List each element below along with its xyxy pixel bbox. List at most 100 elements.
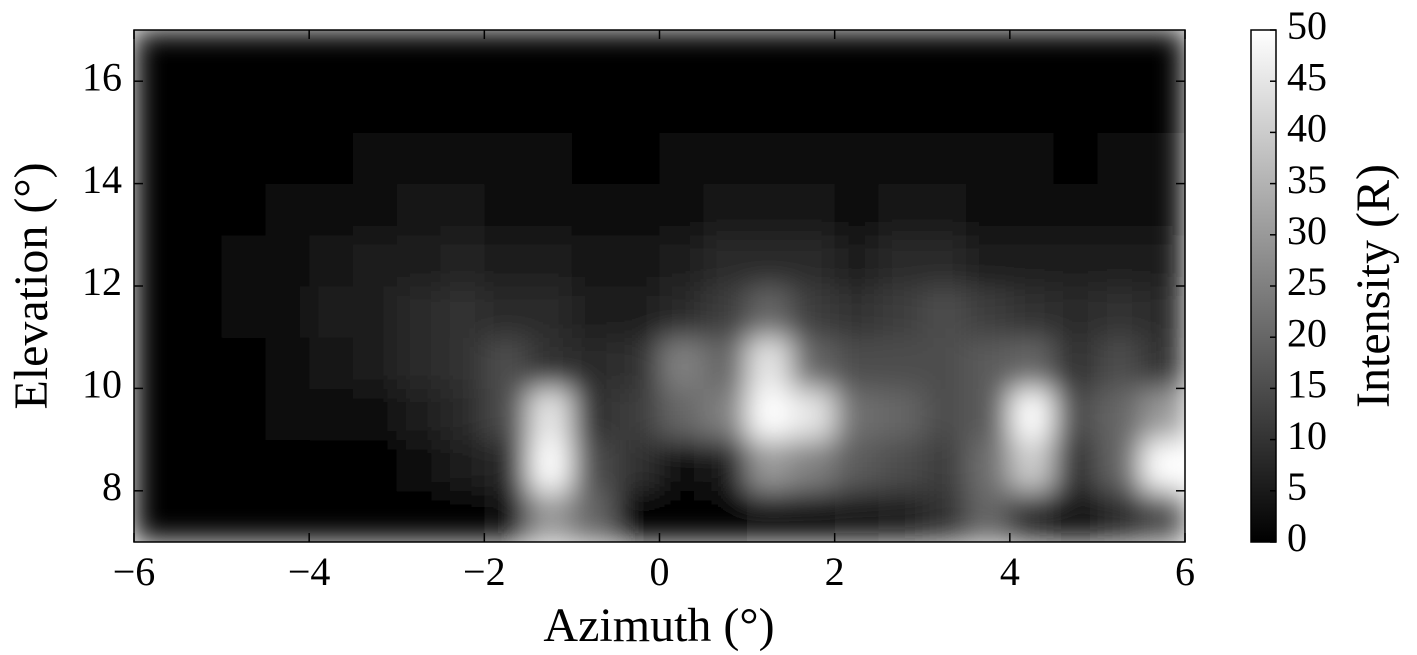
heatmap-cell	[966, 439, 1011, 492]
heatmap-cell	[177, 286, 223, 338]
heatmap-cell	[790, 286, 836, 338]
heatmap-cell	[265, 81, 310, 133]
heatmap-cell	[1141, 132, 1185, 185]
heatmap-cell	[309, 337, 354, 389]
heatmap-cell	[177, 388, 223, 441]
heatmap-cell	[484, 132, 529, 185]
heatmap-cell	[396, 30, 442, 82]
heatmap-cell	[615, 81, 660, 133]
heatmap-cell	[659, 388, 704, 441]
heatmap-cell	[834, 439, 879, 492]
colorbar-tick-label: 50	[1287, 3, 1327, 48]
heatmap-cell	[659, 490, 704, 542]
heatmap-cell	[922, 490, 967, 542]
colorbar-tick-label: 40	[1287, 106, 1327, 151]
heatmap-cell	[352, 234, 398, 287]
heatmap-cell	[1009, 388, 1055, 441]
colorbar-tick-label: 20	[1287, 310, 1327, 355]
heatmap-cell	[1053, 183, 1098, 236]
y-tick-label: 12	[82, 259, 122, 304]
heatmap-cell	[396, 234, 442, 287]
heatmap-cell	[659, 337, 704, 389]
heatmap-cell	[484, 388, 529, 441]
heatmap-cell	[1009, 439, 1055, 492]
heatmap-cell	[659, 234, 704, 287]
heatmap-cell	[1053, 337, 1098, 389]
colorbar-tick-label: 15	[1287, 362, 1327, 407]
heatmap-cell	[177, 234, 223, 287]
heatmap-cell	[352, 132, 398, 185]
heatmap-cell	[352, 490, 398, 542]
heatmap-cell	[221, 30, 266, 82]
heatmap-cell	[747, 132, 792, 185]
heatmap-cell	[352, 388, 398, 441]
heatmap-cell	[352, 286, 398, 338]
heatmap-cell	[878, 183, 923, 236]
heatmap-cell	[1141, 490, 1185, 542]
x-tick-label: 0	[650, 549, 670, 594]
heatmap-cell	[177, 183, 223, 236]
y-axis-label: Elevation (°)	[5, 162, 58, 409]
heatmap-cell	[440, 388, 485, 441]
heatmap-cell	[265, 286, 310, 338]
heatmap-cell	[1141, 183, 1185, 236]
heatmap-cell	[396, 337, 442, 389]
heatmap-cell	[1141, 286, 1185, 338]
heatmap-cell	[790, 234, 836, 287]
heatmap-cell	[922, 439, 967, 492]
heatmap-cell	[1097, 234, 1142, 287]
heatmap-cell	[615, 490, 660, 542]
heatmap-cell	[659, 81, 704, 133]
heatmap-cell	[834, 388, 879, 441]
colorbar-tick-label: 25	[1287, 259, 1327, 304]
heatmap-cell	[396, 286, 442, 338]
heatmap-cell	[1097, 286, 1142, 338]
heatmap-cell	[396, 439, 442, 492]
heatmap-cell	[484, 439, 529, 492]
colorbar-tick-label: 5	[1287, 464, 1307, 509]
heatmap-cell	[352, 30, 398, 82]
heatmap-cell	[966, 490, 1011, 542]
heatmap-cell	[1009, 490, 1055, 542]
heatmap-cell	[878, 388, 923, 441]
heatmap-cell	[484, 30, 529, 82]
x-tick-label: −2	[463, 549, 506, 594]
heatmap-cell	[703, 490, 748, 542]
heatmap-cell	[790, 388, 836, 441]
heatmap-cell	[309, 30, 354, 82]
heatmap-cell	[1141, 30, 1185, 82]
heatmap-cell	[396, 388, 442, 441]
heatmap-cell	[747, 234, 792, 287]
heatmap-cell	[703, 388, 748, 441]
heatmap-cell	[790, 490, 836, 542]
heatmap-cell	[309, 234, 354, 287]
heatmap-cell	[966, 183, 1011, 236]
colorbar-tick-label: 10	[1287, 413, 1327, 458]
heatmap-cell	[484, 183, 529, 236]
heatmap-cell	[440, 183, 485, 236]
heatmap-cell	[878, 439, 923, 492]
heatmap-cell	[1097, 132, 1142, 185]
heatmap-cells	[134, 30, 1185, 542]
heatmap-cell	[440, 439, 485, 492]
heatmap-cell	[1097, 337, 1142, 389]
heatmap-cell	[484, 490, 529, 542]
heatmap-cell	[615, 234, 660, 287]
heatmap-cell	[528, 286, 573, 338]
heatmap-cell	[134, 337, 179, 389]
heatmap-cell	[571, 439, 617, 492]
heatmap-cell	[747, 30, 792, 82]
heatmap-cell	[790, 183, 836, 236]
heatmap-cell	[528, 81, 573, 133]
heatmap-cell	[177, 81, 223, 133]
heatmap-cell	[134, 30, 179, 82]
heatmap-cell	[703, 81, 748, 133]
heatmap-cell	[834, 132, 879, 185]
heatmap-cell	[221, 439, 266, 492]
heatmap-cell	[878, 490, 923, 542]
heatmap-cell	[747, 286, 792, 338]
heatmap-cell	[1053, 30, 1098, 82]
heatmap-cell	[528, 490, 573, 542]
heatmap-cell	[878, 234, 923, 287]
heatmap-cell	[440, 30, 485, 82]
